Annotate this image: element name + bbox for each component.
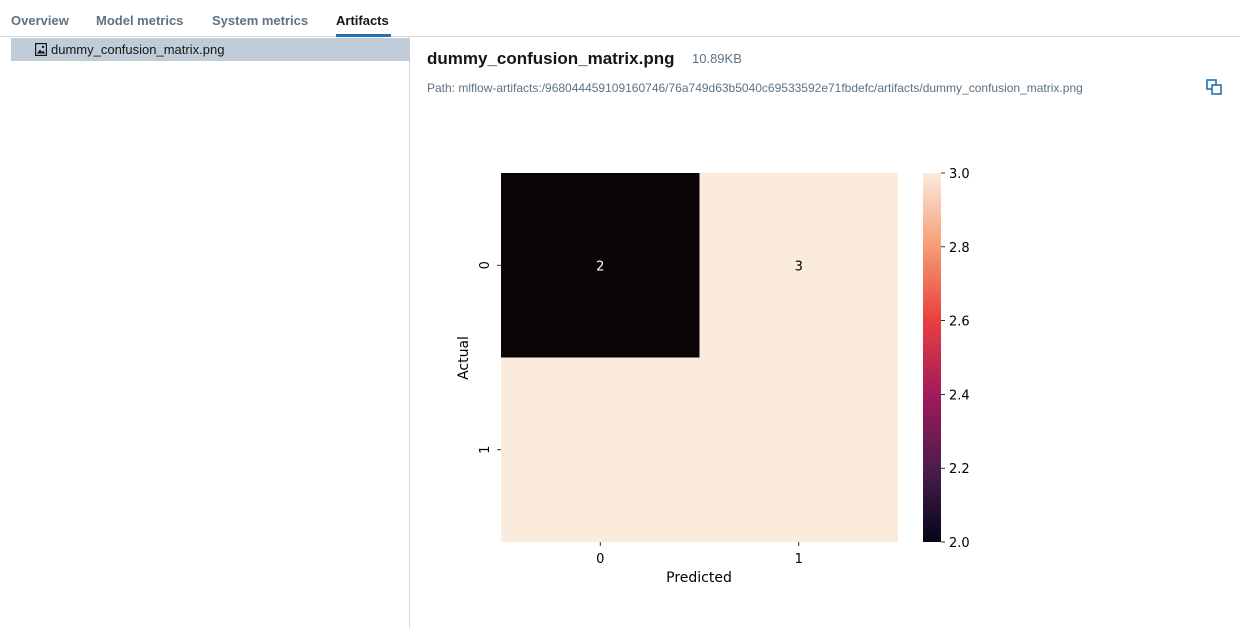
- tab-bar: Overview Model metrics System metrics Ar…: [0, 0, 1240, 37]
- artifact-title: dummy_confusion_matrix.png: [427, 49, 675, 68]
- colorbar-tick-label: 3.0: [949, 167, 970, 182]
- tab-model-metrics[interactable]: Model metrics: [96, 13, 184, 28]
- colorbar-tick-label: 2.8: [949, 241, 970, 256]
- cell-label-0-1: 3: [795, 259, 803, 274]
- colorbar-tick-label: 2.0: [949, 536, 970, 551]
- y-tick-label: 0: [478, 261, 493, 269]
- colorbar-tick-label: 2.4: [949, 388, 970, 403]
- heatmap-cell-0-1: [699, 173, 898, 358]
- colorbar-tick-label: 2.2: [949, 462, 970, 477]
- image-file-icon: [35, 43, 47, 56]
- x-tick-label: 1: [795, 552, 803, 567]
- x-tick-label: 0: [596, 552, 604, 567]
- active-tab-indicator: [336, 34, 391, 37]
- heatmap-cell-1-0: [501, 357, 700, 542]
- file-name: dummy_confusion_matrix.png: [51, 42, 225, 57]
- heatmap-cell-1-1: [699, 357, 898, 542]
- cell-label-0-0: 2: [596, 259, 604, 274]
- tab-overview[interactable]: Overview: [11, 13, 69, 28]
- y-tick-label: 1: [478, 446, 493, 454]
- tab-artifacts[interactable]: Artifacts: [336, 13, 389, 28]
- artifact-viewer: dummy_confusion_matrix.png 10.89KB Path:…: [411, 37, 1240, 628]
- artifact-path: Path: mlflow-artifacts:/9680444591091607…: [427, 81, 1083, 95]
- artifact-file-tree: dummy_confusion_matrix.png: [0, 37, 410, 628]
- copy-icon[interactable]: [1206, 79, 1222, 95]
- x-axis-label: Predicted: [666, 570, 732, 586]
- tab-system-metrics[interactable]: System metrics: [212, 13, 309, 28]
- colorbar: [923, 173, 941, 542]
- artifact-size: 10.89KB: [692, 51, 742, 66]
- y-axis-label: Actual: [456, 336, 472, 380]
- heatmap-cell-0-0: [501, 173, 700, 358]
- colorbar-tick-label: 2.6: [949, 315, 970, 330]
- file-tree-item[interactable]: dummy_confusion_matrix.png: [11, 38, 410, 61]
